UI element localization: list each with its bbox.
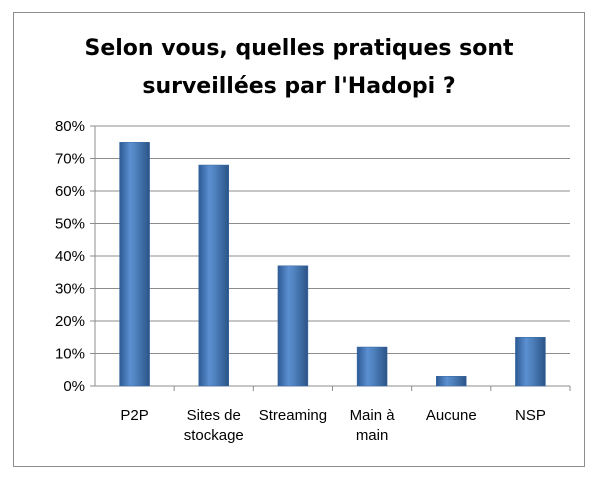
chart-title-line-1: Selon vous, quelles pratiques sont (84, 36, 514, 61)
category-label: Aucune (426, 407, 477, 424)
y-tick-label: 0% (63, 378, 85, 395)
bar (198, 164, 229, 387)
category-label: Sites de stockage (184, 407, 244, 444)
category-label: Streaming (259, 407, 327, 424)
y-tick-label: 40% (55, 248, 85, 265)
category-label: P2P (120, 407, 148, 424)
y-tick-label: 60% (55, 183, 85, 200)
bar (356, 346, 388, 387)
y-tick-label: 10% (55, 346, 85, 363)
y-tick-label: 30% (55, 281, 85, 298)
y-tick-label: 80% (55, 118, 85, 135)
bar (436, 376, 467, 387)
y-tick-label: 70% (55, 151, 85, 168)
chart-title-line-2: surveillées par l'Hadopi ? (142, 74, 456, 99)
bar (119, 142, 150, 387)
chart-frame (13, 12, 585, 467)
bar (277, 265, 309, 387)
chart-title: Selon vous, quelles pratiques sont surve… (13, 30, 585, 106)
y-tick-label: 50% (55, 216, 85, 233)
category-label: NSP (515, 407, 546, 424)
bar (515, 337, 546, 387)
category-label: Main à main (350, 407, 396, 444)
y-tick-label: 20% (55, 313, 85, 330)
